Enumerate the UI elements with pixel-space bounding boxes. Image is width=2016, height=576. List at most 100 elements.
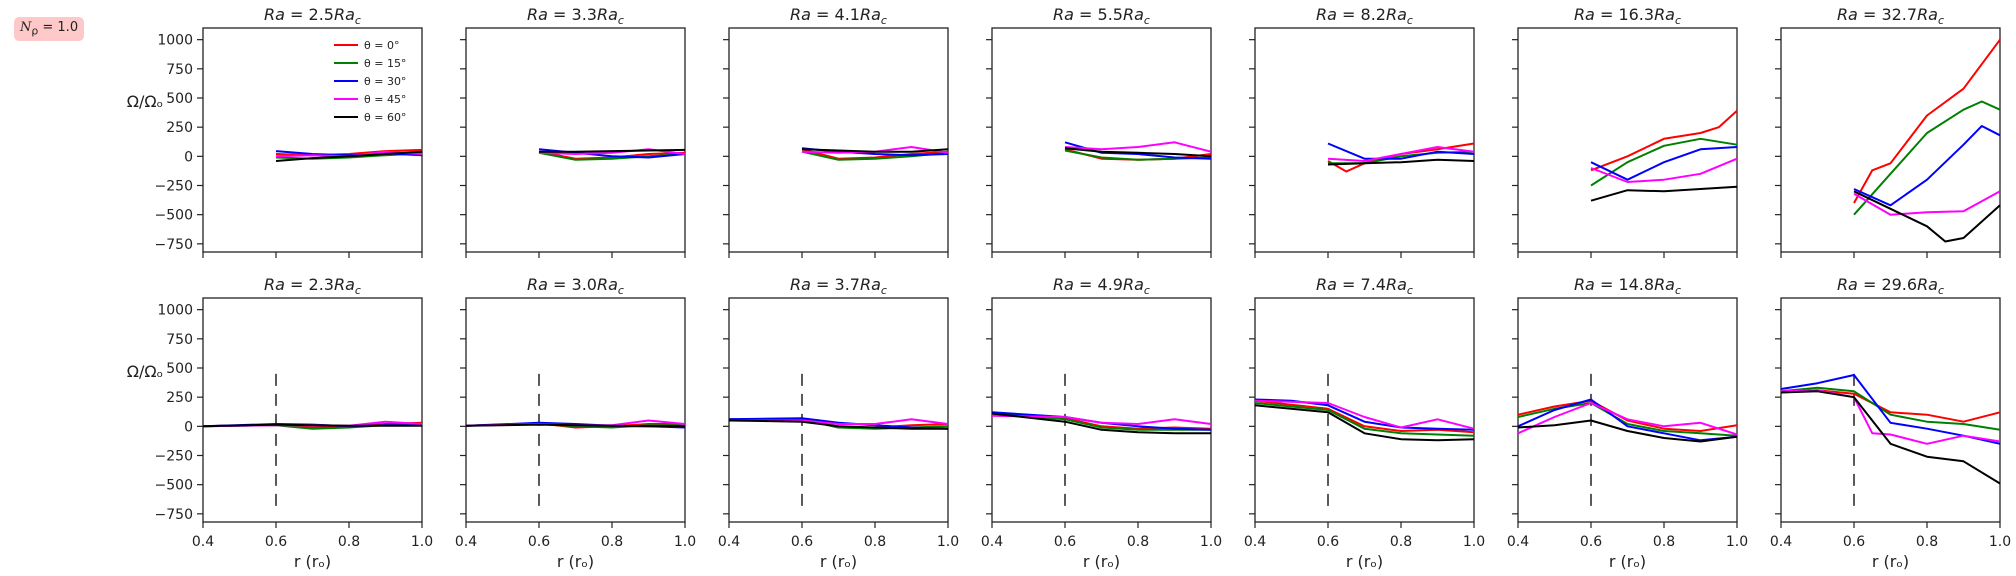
panel-bottom-7: Ra = 29.6Rac 0.4 0.6 0.8 1.0 r (rₒ): [1770, 275, 2011, 571]
series-line-theta-45deg: [1853, 190, 2001, 216]
x-tick-label: 0.6: [265, 534, 287, 550]
x-tick-label: 0.8: [1653, 534, 1675, 550]
axes-frame: [1517, 27, 1738, 253]
series-line-theta-60deg: [465, 423, 685, 428]
series-line-theta-60deg: [1780, 390, 2001, 485]
y-tick-label: −250: [155, 449, 193, 465]
series-line-theta-30deg: [1780, 374, 2001, 445]
panel-title-suffix: Ra: [1654, 275, 1675, 294]
axes-frame: [1780, 297, 2001, 523]
legend-label: θ = 15°: [364, 57, 406, 70]
panel-title-subscript: c: [1144, 284, 1150, 297]
x-tick-label: 0.4: [192, 534, 214, 550]
panel-title-value: 7.4: [1361, 275, 1386, 294]
panel-title-suffix: Ra: [597, 275, 618, 294]
series-line-theta-0deg: [1327, 142, 1475, 173]
series-line-theta-60deg: [728, 419, 948, 430]
y-tick-label: 250: [166, 120, 193, 136]
badge-symbol: N: [20, 20, 32, 35]
series-line-theta-30deg: [1590, 146, 1738, 181]
panel-title-subscript: c: [355, 284, 361, 297]
panel-title: Ra = 2.5Rac: [264, 5, 361, 27]
x-axis-label: r (rₒ): [294, 552, 331, 571]
panel-title-prefix: Ra =: [1316, 5, 1361, 24]
y-tick-label: 1000: [157, 303, 193, 319]
panel-title-subscript: c: [618, 14, 624, 27]
panel-title: Ra = 5.5Rac: [1053, 5, 1150, 27]
panel-title-subscript: c: [1938, 284, 1944, 297]
x-tick-label: 1.0: [411, 534, 433, 550]
panel-title-subscript: c: [881, 284, 887, 297]
series-line-theta-60deg: [1853, 190, 2001, 243]
panel-title-subscript: c: [1938, 14, 1944, 27]
y-tick-label: −500: [155, 478, 193, 494]
panel-title-prefix: Ra =: [527, 5, 572, 24]
legend-label: θ = 60°: [364, 111, 406, 124]
panel-top-1: Ra = 2.5Rac 1000 750 500 250 0 −250 −500 −750 Ω/Ω…: [127, 5, 423, 258]
x-tick-label: 0.4: [455, 534, 477, 550]
panel-title-value: 8.2: [1361, 5, 1386, 24]
panel-title-subscript: c: [1675, 284, 1681, 297]
panel-bottom-3: Ra = 3.7Rac 0.4 0.6 0.8 1.0 r (rₒ): [718, 275, 959, 571]
x-tick-label: 0.6: [528, 534, 550, 550]
axes-frame: [1254, 27, 1475, 253]
panel-title-suffix: Ra: [860, 5, 881, 24]
axes-frame: [202, 297, 423, 523]
panel-top-4: Ra = 5.5Rac: [986, 5, 1212, 258]
series-line-theta-60deg: [991, 412, 1211, 435]
series-line-theta-60deg: [202, 423, 422, 428]
series-line-theta-0deg: [1780, 389, 2001, 423]
panel-title-suffix: Ra: [1386, 5, 1407, 24]
series-line-theta-60deg: [1517, 419, 1738, 443]
panel-title-value: 2.3: [309, 275, 334, 294]
panel-bottom-2: Ra = 3.0Rac 0.4 0.6 0.8 1.0 r (rₒ): [455, 275, 696, 571]
panel-title: Ra = 29.6Rac: [1837, 275, 1944, 297]
x-tick-label: 0.6: [791, 534, 813, 550]
axes-frame: [728, 297, 949, 523]
axes-frame: [1517, 297, 1738, 523]
panel-top-2: Ra = 3.3Rac: [460, 5, 686, 258]
x-tick-label: 0.4: [981, 534, 1003, 550]
x-tick-label: 1.0: [1200, 534, 1222, 550]
series-line-theta-45deg: [1064, 141, 1212, 153]
panel-title-suffix: Ra: [1654, 5, 1675, 24]
y-tick-label: 500: [166, 361, 193, 377]
x-axis-label: r (rₒ): [1609, 552, 1646, 571]
x-tick-label: 0.4: [1244, 534, 1266, 550]
x-tick-label: 0.8: [864, 534, 886, 550]
panel-title-value: 3.0: [572, 275, 597, 294]
series-line-theta-60deg: [1254, 404, 1475, 442]
series-line-theta-60deg: [1327, 158, 1475, 166]
x-tick-label: 0.8: [1390, 534, 1412, 550]
y-tick-label: 0: [184, 149, 193, 165]
panel-title-prefix: Ra =: [1837, 5, 1882, 24]
series-line-theta-45deg: [1780, 389, 2001, 445]
y-tick-label: −500: [155, 208, 193, 224]
series-line-theta-15deg: [1780, 386, 2001, 431]
panel-title-prefix: Ra =: [1837, 275, 1882, 294]
series-line-theta-30deg: [1517, 398, 1738, 442]
axes-frame: [991, 27, 1212, 253]
series-line-theta-0deg: [1254, 399, 1475, 434]
panel-title: Ra = 2.3Rac: [264, 275, 361, 297]
panel-top-5: Ra = 8.2Rac: [1249, 5, 1475, 258]
panel-title: Ra = 8.2Rac: [1316, 5, 1413, 27]
panel-title-suffix: Ra: [1917, 275, 1938, 294]
x-tick-label: 1.0: [1989, 534, 2011, 550]
panel-title: Ra = 32.7Rac: [1837, 5, 1944, 27]
series-line-theta-45deg: [1517, 402, 1738, 436]
panel-title-value: 5.5: [1098, 5, 1123, 24]
x-tick-label: 1.0: [937, 534, 959, 550]
panel-title-subscript: c: [881, 14, 887, 27]
legend-label: θ = 0°: [364, 39, 399, 52]
x-tick-label: 0.8: [1916, 534, 1938, 550]
y-tick-label: 750: [166, 332, 193, 348]
panel-top-7: Ra = 32.7Rac: [1775, 5, 2001, 258]
panel-title-suffix: Ra: [334, 5, 355, 24]
series-line-theta-30deg: [1254, 398, 1475, 431]
y-tick-label: 750: [166, 62, 193, 78]
x-axis-label: r (rₒ): [820, 552, 857, 571]
badge-subscript: ρ: [31, 24, 39, 38]
panel-title-suffix: Ra: [1123, 275, 1144, 294]
